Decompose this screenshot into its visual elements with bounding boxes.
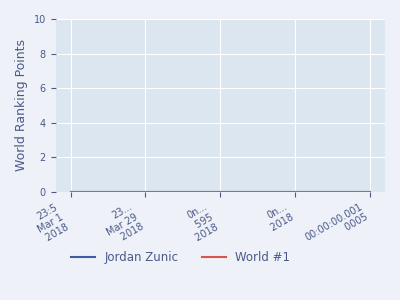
- Jordan Zunic: [368, 190, 372, 194]
- Y-axis label: World Ranking Points: World Ranking Points: [15, 40, 28, 172]
- World #1: [293, 190, 298, 194]
- Legend: Jordan Zunic, World #1: Jordan Zunic, World #1: [67, 246, 295, 269]
- World #1: [68, 190, 73, 194]
- Jordan Zunic: [68, 190, 73, 194]
- Jordan Zunic: [218, 190, 223, 194]
- World #1: [143, 190, 148, 194]
- Jordan Zunic: [143, 190, 148, 194]
- World #1: [218, 190, 223, 194]
- Jordan Zunic: [293, 190, 298, 194]
- World #1: [368, 190, 372, 194]
